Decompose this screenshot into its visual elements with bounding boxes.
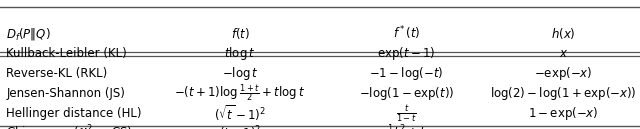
Text: Jensen-Shannon (JS): Jensen-Shannon (JS) [6, 87, 125, 100]
Text: Kullback-Leibler (KL): Kullback-Leibler (KL) [6, 47, 127, 60]
Text: $t\log t$: $t\log t$ [224, 45, 256, 62]
Text: $(t-1)^2$: $(t-1)^2$ [219, 125, 261, 129]
Text: $-\log(1-\exp(t))$: $-\log(1-\exp(t))$ [359, 85, 454, 102]
Text: $x$: $x$ [559, 47, 568, 60]
Text: Chi-square ($\mathcal{X}^2$ or CS): Chi-square ($\mathcal{X}^2$ or CS) [6, 124, 132, 129]
Text: $f^*(t)$: $f^*(t)$ [392, 25, 420, 42]
Text: $h(x)$: $h(x)$ [551, 26, 575, 41]
Text: Reverse-KL (RKL): Reverse-KL (RKL) [6, 67, 108, 80]
Text: $\exp(t-1)$: $\exp(t-1)$ [377, 45, 436, 62]
Text: Hellinger distance (HL): Hellinger distance (HL) [6, 107, 142, 120]
Text: $f(t)$: $f(t)$ [230, 26, 250, 41]
Text: $\frac{1}{4}t^2+t$: $\frac{1}{4}t^2+t$ [387, 123, 426, 129]
Text: $1-\exp(-x)$: $1-\exp(-x)$ [528, 105, 598, 122]
Text: $-\log t$: $-\log t$ [221, 65, 259, 82]
Text: $\frac{t}{1-t}$: $\frac{t}{1-t}$ [396, 103, 417, 124]
Text: $D_f(P\|Q)$: $D_f(P\|Q)$ [6, 26, 51, 42]
Text: $\log(2)-\log(1+\exp(-x))$: $\log(2)-\log(1+\exp(-x))$ [490, 85, 637, 102]
Text: $x$: $x$ [559, 127, 568, 129]
Text: $-(t+1)\log\frac{1+t}{2}+t\log t$: $-(t+1)\log\frac{1+t}{2}+t\log t$ [175, 83, 305, 104]
Text: $(\sqrt{t}-1)^2$: $(\sqrt{t}-1)^2$ [214, 104, 266, 123]
Text: $-1-\log(-t)$: $-1-\log(-t)$ [369, 65, 444, 82]
Text: $-\exp(-x)$: $-\exp(-x)$ [534, 65, 593, 82]
